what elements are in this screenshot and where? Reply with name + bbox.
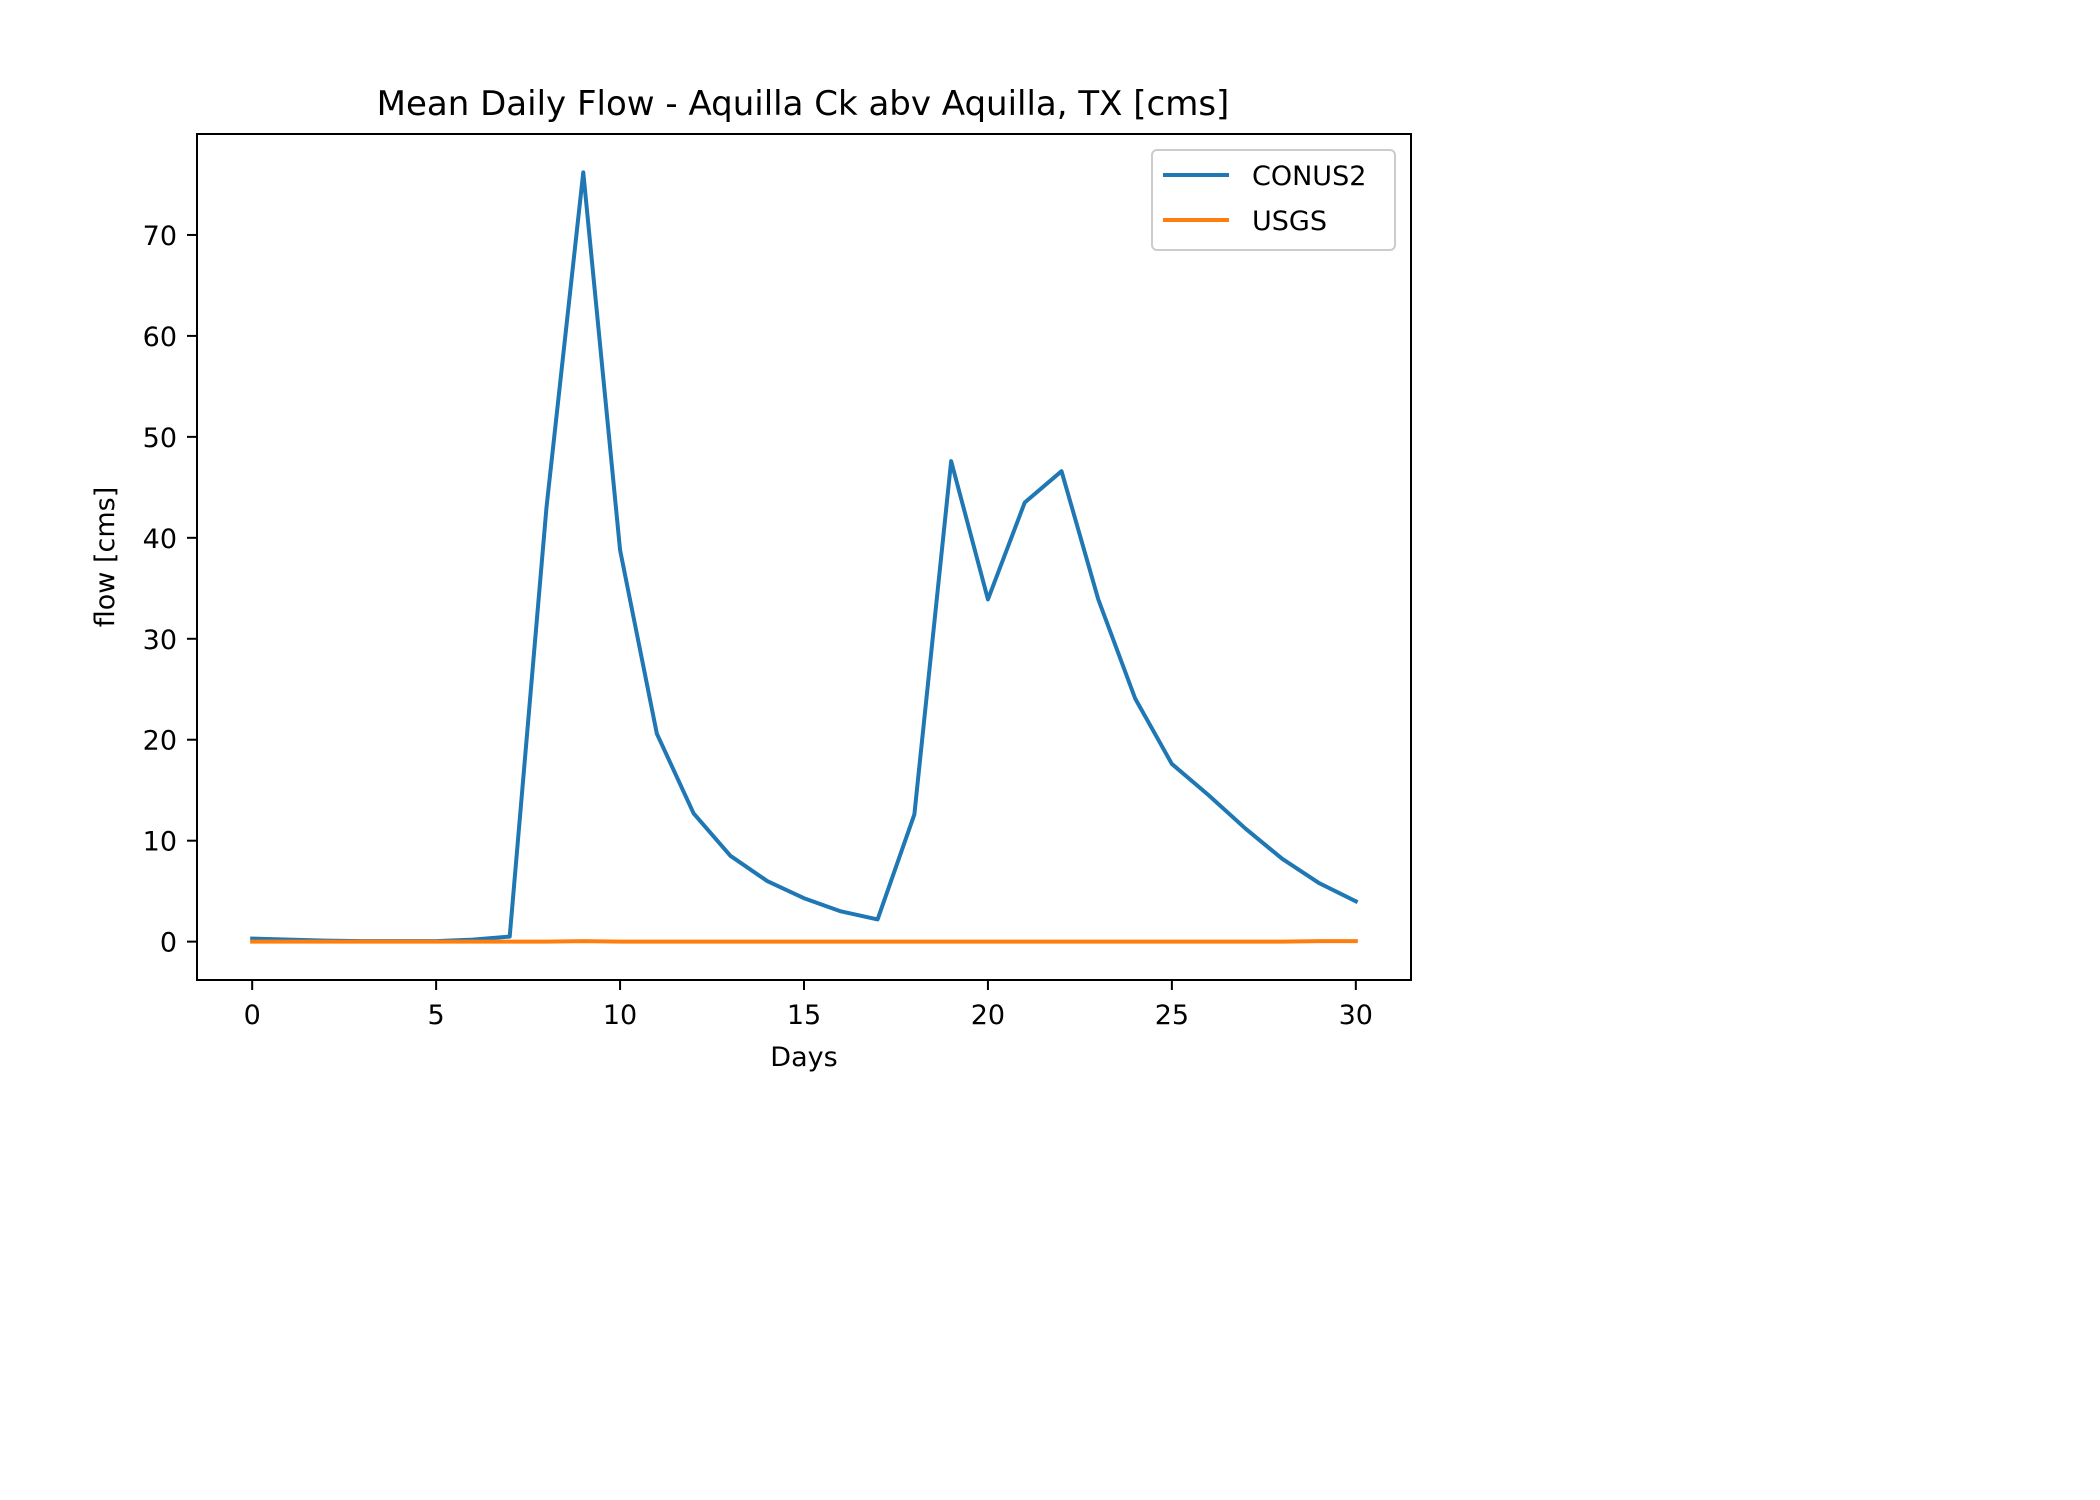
y-tick-label: 60 (143, 322, 177, 353)
y-axis-label: flow [cms] (90, 487, 121, 627)
line-chart: Mean Daily Flow - Aquilla Ck abv Aquilla… (90, 84, 1412, 1073)
x-tick-label: 30 (1339, 1000, 1373, 1031)
series-line-usgs (250, 939, 1358, 944)
chart-title: Mean Daily Flow - Aquilla Ck abv Aquilla… (377, 84, 1230, 124)
y-tick-label: 10 (143, 827, 177, 858)
x-axis: 0 5 10 15 20 25 30 (244, 980, 1373, 1031)
x-tick-label: 5 (428, 1000, 445, 1031)
y-tick-label: 0 (160, 928, 177, 959)
y-tick-label: 50 (143, 423, 177, 454)
x-tick-label: 25 (1155, 1000, 1189, 1031)
legend-label-conus2: CONUS2 (1252, 161, 1366, 192)
x-tick-label: 15 (787, 1000, 821, 1031)
legend-label-usgs: USGS (1252, 206, 1327, 237)
y-tick-label: 40 (143, 524, 177, 555)
plot-area (250, 170, 1359, 944)
series-line-conus2 (250, 170, 1359, 944)
y-axis: 0 10 20 30 40 50 60 70 (143, 221, 197, 959)
x-axis-label: Days (770, 1042, 837, 1073)
x-tick-label: 0 (244, 1000, 261, 1031)
x-tick-label: 20 (971, 1000, 1005, 1031)
x-tick-label: 10 (603, 1000, 637, 1031)
legend: CONUS2 USGS (1151, 149, 1396, 251)
y-tick-label: 30 (143, 625, 177, 656)
y-tick-label: 70 (143, 221, 177, 252)
plot-frame (196, 133, 1412, 981)
y-tick-label: 20 (143, 726, 177, 757)
